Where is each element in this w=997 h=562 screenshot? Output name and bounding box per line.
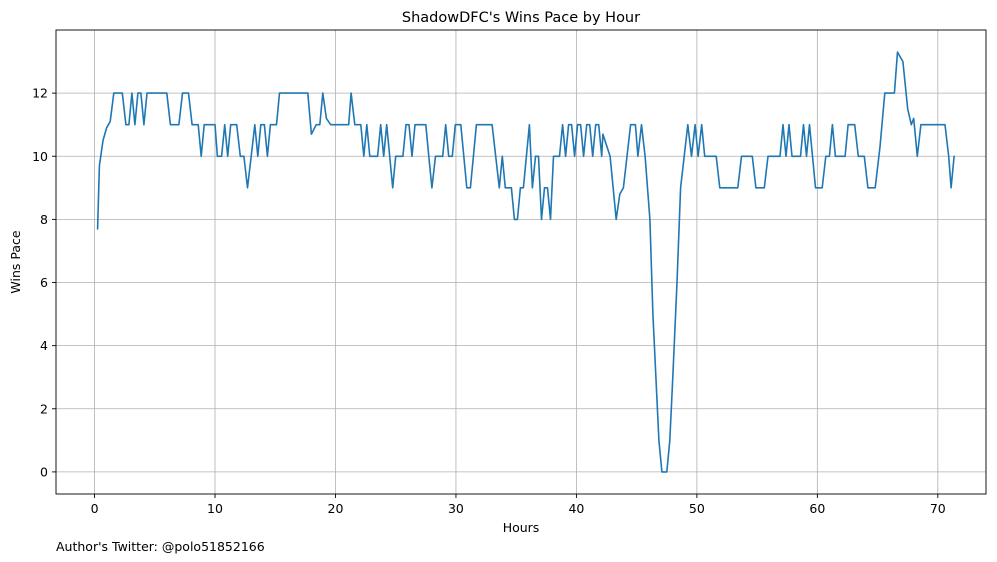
y-axis: 0 2 4 6 8 10 12 [32, 86, 56, 479]
y-tick-label: 8 [40, 212, 48, 227]
x-tick-label: 70 [930, 501, 946, 516]
author-credit: Author's Twitter: @polo51852166 [56, 539, 265, 554]
y-axis-label: Wins Pace [8, 230, 23, 293]
y-tick-label: 0 [40, 464, 48, 479]
x-axis: 0 10 20 30 40 50 60 70 [91, 494, 946, 516]
x-tick-label: 10 [207, 501, 223, 516]
x-tick-label: 30 [448, 501, 464, 516]
y-tick-label: 4 [40, 338, 48, 353]
grid-lines [56, 30, 986, 494]
y-tick-label: 6 [40, 275, 48, 290]
x-tick-label: 60 [809, 501, 825, 516]
series-line-wins-pace [96, 51, 955, 473]
x-tick-label: 40 [568, 501, 584, 516]
y-tick-label: 12 [32, 86, 48, 101]
series-layer [96, 51, 955, 473]
plot-frame [55, 29, 987, 495]
x-axis-label: Hours [503, 520, 540, 535]
chart-title: ShadowDFC's Wins Pace by Hour [402, 10, 640, 26]
x-tick-label: 0 [91, 501, 99, 516]
y-tick-label: 2 [40, 401, 48, 416]
x-tick-label: 50 [689, 501, 705, 516]
y-tick-label: 10 [32, 149, 48, 164]
x-tick-label: 20 [328, 501, 344, 516]
